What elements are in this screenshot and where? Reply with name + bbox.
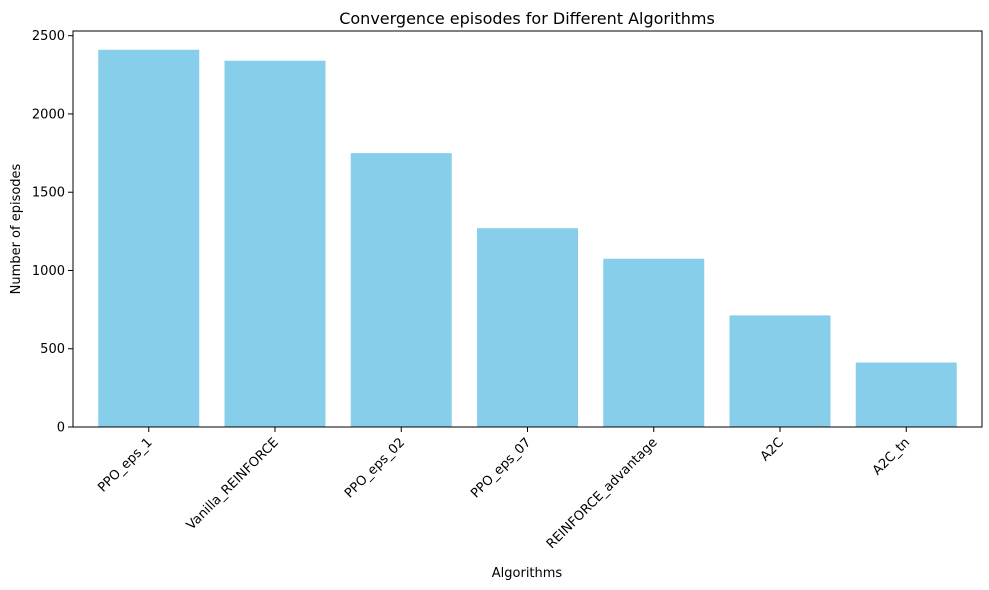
bar-PPO_eps_1 <box>98 49 200 428</box>
x-tick-label: Vanilla_REINFORCE <box>184 435 282 533</box>
bar-REINFORCE_advantage <box>603 258 705 427</box>
x-tick-label: PPO_eps_07 <box>468 435 534 501</box>
y-tick-label: 0 <box>57 421 65 436</box>
bars-group <box>98 49 957 428</box>
y-tick-label: 2000 <box>32 107 65 122</box>
x-tick-label: REINFORCE_advantage <box>544 435 661 552</box>
bar-A2C_tn <box>855 362 957 427</box>
x-tick-label: A2C_tn <box>870 435 913 478</box>
bar-Vanilla_REINFORCE <box>224 60 326 427</box>
y-tick-label: 1000 <box>32 264 65 279</box>
x-tick-label: A2C <box>758 435 787 464</box>
y-tick-label: 2500 <box>32 29 65 44</box>
x-axis-label: Algorithms <box>492 566 563 581</box>
bar-PPO_eps_02 <box>350 153 452 427</box>
x-tick-label: PPO_eps_02 <box>342 435 408 501</box>
y-tick-label: 500 <box>40 342 65 357</box>
chart-title: Convergence episodes for Different Algor… <box>339 9 715 28</box>
bar-A2C <box>729 315 831 427</box>
y-axis-ticks: 0 500 1000 1500 2000 2500 <box>32 29 73 436</box>
x-tick-label: PPO_eps_1 <box>95 435 155 495</box>
y-axis-label: Number of episodes <box>9 163 24 294</box>
y-tick-label: 1500 <box>32 186 65 201</box>
plot-frame <box>72 30 983 428</box>
bar-PPO_eps_07 <box>477 228 578 427</box>
x-axis-ticks: PPO_eps_1 Vanilla_REINFORCE PPO_eps_02 PPO_… <box>95 427 913 552</box>
